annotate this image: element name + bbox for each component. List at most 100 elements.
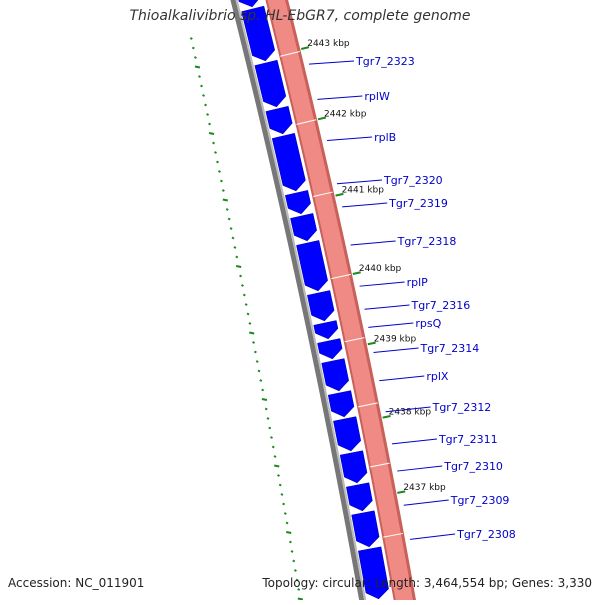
forward-gene-arrow bbox=[254, 59, 287, 108]
gc-skew-mark bbox=[277, 474, 280, 477]
gc-skew-mark bbox=[246, 312, 250, 316]
gc-skew-mark bbox=[288, 540, 292, 544]
scale-tick-label: 2438 kbp bbox=[389, 408, 432, 418]
gc-skew-mark bbox=[235, 255, 239, 259]
gene-label: rplX bbox=[426, 370, 449, 383]
gc-skew-mark bbox=[244, 303, 248, 306]
scale-tick bbox=[382, 415, 391, 419]
gene-label-leader bbox=[385, 406, 431, 413]
reverse-track-divider bbox=[344, 337, 365, 343]
scale-tick bbox=[335, 192, 344, 197]
gc-skew-mark bbox=[208, 132, 215, 135]
gc-skew-mark bbox=[204, 103, 208, 107]
reverse-track-divider bbox=[369, 462, 390, 468]
gene-label: Tgr7_2309 bbox=[450, 494, 510, 507]
gene-label: Tgr7_2320 bbox=[383, 174, 443, 187]
gc-skew-mark bbox=[235, 265, 242, 268]
gene-label-leader bbox=[327, 136, 373, 142]
scale-tick-label: 2441 kbp bbox=[342, 186, 385, 196]
topology-text: Topology: circular; Length: 3,464,554 bp… bbox=[262, 576, 592, 590]
reverse-track-divider bbox=[383, 532, 403, 538]
gc-skew-mark bbox=[227, 217, 231, 221]
scale-tick-label: 2439 kbp bbox=[374, 334, 417, 344]
forward-gene-arrow bbox=[313, 320, 339, 340]
gc-skew-mark bbox=[273, 455, 277, 458]
gene-label-leader bbox=[368, 322, 414, 328]
gene-label-leader bbox=[317, 95, 363, 100]
reverse-track-divider bbox=[331, 273, 352, 280]
reverse-track-divider bbox=[358, 402, 378, 408]
gene-label-leader bbox=[364, 304, 410, 310]
gene-label-leader bbox=[359, 281, 405, 287]
gene-label: Tgr7_2308 bbox=[456, 528, 516, 541]
gc-skew-mark bbox=[239, 274, 243, 278]
gene-label: Tgr7_2316 bbox=[411, 299, 471, 312]
gc-skew-mark bbox=[286, 531, 292, 534]
gc-skew-mark bbox=[193, 56, 197, 59]
gc-skew-mark bbox=[200, 84, 203, 88]
forward-gene-arrow bbox=[284, 190, 311, 215]
gc-skew-mark bbox=[271, 445, 275, 449]
gene-label: rplW bbox=[364, 90, 390, 103]
gene-label-leader bbox=[379, 375, 425, 382]
reverse-strand-track bbox=[266, 0, 416, 605]
forward-gene-arrow bbox=[307, 290, 335, 322]
scale-tick-label: 2440 kbp bbox=[359, 264, 402, 274]
forward-gene-arrow bbox=[321, 358, 349, 392]
gene-label-leader bbox=[308, 60, 355, 65]
forward-gene-arrow bbox=[271, 132, 306, 192]
gc-skew-mark bbox=[295, 578, 299, 582]
gene-label: Tgr7_2318 bbox=[397, 235, 457, 248]
backbone-line bbox=[230, 0, 366, 605]
gene-label-leader bbox=[391, 438, 438, 445]
gc-skew-mark bbox=[219, 179, 223, 183]
gene-label: rpsQ bbox=[415, 317, 441, 330]
accession-text: Accession: NC_011901 bbox=[8, 576, 145, 590]
forward-gene-arrow bbox=[317, 338, 343, 360]
gc-skew-mark bbox=[194, 65, 201, 69]
gc-skew-mark bbox=[261, 398, 268, 401]
gc-skew-mark bbox=[189, 37, 193, 40]
gc-skew-mark bbox=[266, 417, 270, 420]
gc-skew-mark bbox=[285, 521, 289, 525]
gene-label: Tgr7_2311 bbox=[438, 433, 498, 446]
scale-tick-label: 2437 kbp bbox=[403, 483, 446, 493]
forward-gene-arrow bbox=[290, 213, 317, 242]
gene-label-leader bbox=[350, 240, 396, 246]
gc-skew-mark bbox=[222, 198, 228, 202]
reverse-strand-edge bbox=[285, 0, 417, 605]
map-layer: 2443 kbp 2442 kbp 2441 kbp 2440 kbp 2439 kbp… bbox=[189, 0, 516, 605]
gc-skew-mark bbox=[293, 569, 297, 572]
forward-gene-arrow bbox=[327, 390, 355, 418]
gene-label: Tgr7_2319 bbox=[388, 197, 448, 210]
gene-label: rplP bbox=[407, 276, 429, 289]
scale-tick bbox=[397, 490, 406, 494]
forward-gene-arrow bbox=[333, 416, 362, 452]
gc-skew-mark bbox=[229, 227, 233, 230]
gc-skew-mark bbox=[216, 160, 219, 164]
gc-skew-mark bbox=[282, 502, 286, 506]
gc-skew-mark bbox=[231, 236, 235, 240]
gc-skew-mark bbox=[257, 369, 261, 373]
gc-skew-mark bbox=[249, 331, 255, 335]
scale-tick-label: 2442 kbp bbox=[324, 109, 367, 119]
reverse-track-divider bbox=[296, 119, 317, 125]
gc-skew-mark bbox=[255, 360, 259, 363]
gc-skew-mark bbox=[261, 388, 265, 392]
gene-label: Tgr7_2310 bbox=[443, 460, 503, 473]
gc-skew-mark bbox=[280, 493, 284, 496]
gc-skew-mark bbox=[297, 588, 301, 591]
gc-skew-mark bbox=[278, 483, 282, 487]
reverse-track-divider bbox=[313, 191, 333, 197]
gene-label: rplB bbox=[374, 131, 396, 144]
gc-skew-mark bbox=[259, 379, 263, 382]
gc-skew-mark bbox=[212, 141, 215, 145]
gene-label-leader bbox=[373, 347, 419, 353]
forward-gene-arrow bbox=[238, 0, 259, 8]
gc-skew-mark bbox=[268, 426, 272, 430]
gc-skew-mark bbox=[274, 464, 280, 468]
gene-label: Tgr7_2314 bbox=[420, 342, 480, 355]
gene-label-leader bbox=[410, 533, 456, 540]
gene-label: Tgr7_2312 bbox=[432, 401, 492, 414]
